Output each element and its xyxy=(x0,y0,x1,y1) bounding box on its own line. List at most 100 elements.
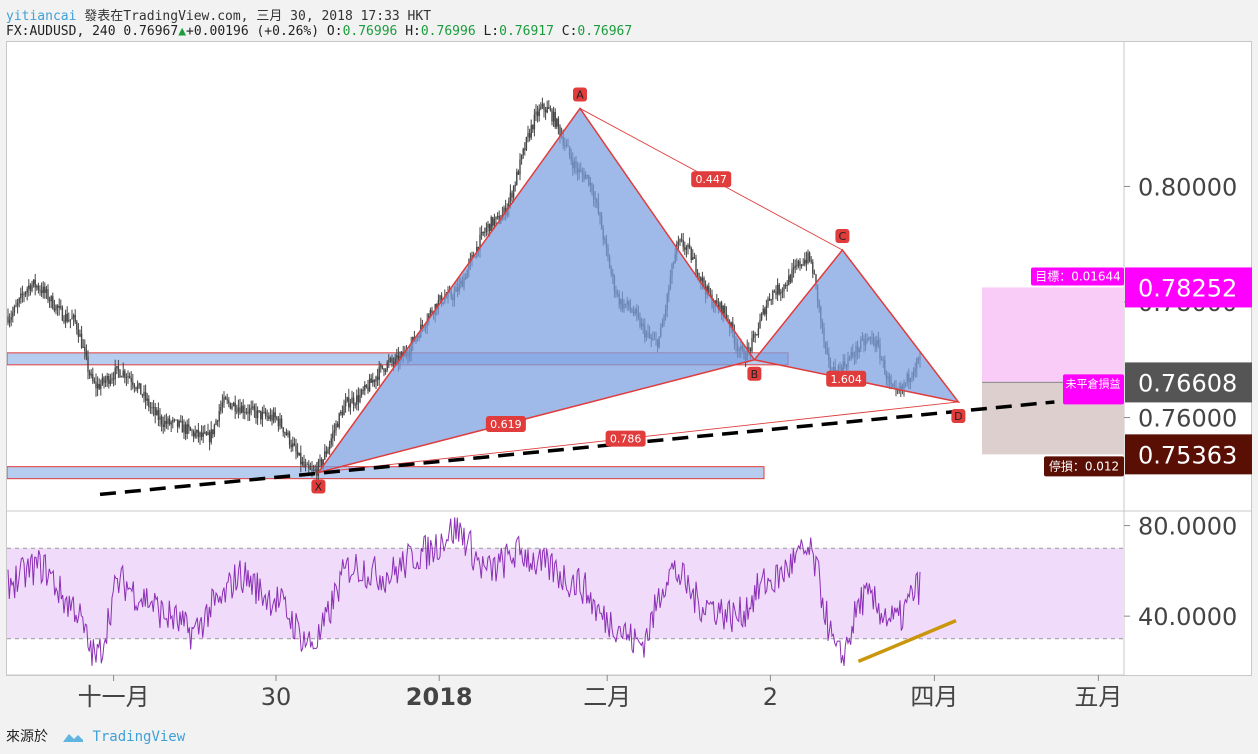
candle-body xyxy=(768,298,771,301)
candle-body xyxy=(132,381,134,385)
candle-body xyxy=(684,247,686,250)
candle-body xyxy=(349,403,352,408)
candle-body xyxy=(346,397,348,402)
candle-body xyxy=(223,397,225,403)
candle-body xyxy=(295,445,297,452)
candle-body xyxy=(69,319,72,321)
time-tick-label: 四月 xyxy=(910,683,958,711)
candle-body xyxy=(149,406,152,408)
symbol-label[interactable]: FX:AUDUSD, 240 xyxy=(6,24,116,39)
rsi-line[interactable] xyxy=(7,517,921,666)
candle-body xyxy=(192,431,195,437)
candle-body xyxy=(95,382,97,389)
candle-body xyxy=(154,407,156,415)
ratio-badge xyxy=(691,171,732,188)
candle-body xyxy=(236,411,238,413)
candle-body xyxy=(296,451,299,456)
candle-body xyxy=(685,247,688,250)
time-tick-label: 30 xyxy=(261,683,292,711)
candle-body xyxy=(221,402,224,407)
candle-body xyxy=(212,429,214,435)
target-price-tag[interactable] xyxy=(1125,267,1252,308)
candle-body xyxy=(175,419,177,421)
price-change: +0.00196 (+0.26%) xyxy=(186,24,320,39)
brand-link[interactable]: TradingView xyxy=(92,729,186,745)
close-label: C: xyxy=(561,24,578,39)
trend-line[interactable] xyxy=(99,400,1055,497)
candle-body xyxy=(700,276,702,282)
candle-body xyxy=(815,274,817,285)
candle-body xyxy=(204,432,206,434)
point-label: C xyxy=(839,230,847,243)
candle-body xyxy=(797,261,800,266)
candle-body xyxy=(130,378,132,382)
entry-price-tag[interactable] xyxy=(1125,362,1252,403)
candle-body xyxy=(770,299,772,301)
target-price-tag-text: 0.78252 xyxy=(1138,274,1237,302)
candle-body xyxy=(559,126,561,137)
candle-body xyxy=(322,459,324,466)
time-tick-label: 2018 xyxy=(406,683,473,711)
candle-body xyxy=(479,234,481,251)
ratio-text: 0.786 xyxy=(610,433,642,446)
candle-body xyxy=(224,397,227,400)
stop-price-tag[interactable] xyxy=(1125,434,1252,475)
rsi-pane[interactable] xyxy=(7,517,1124,666)
candle-body xyxy=(40,290,43,294)
tradingview-logo-icon xyxy=(63,734,84,742)
candle-body xyxy=(208,432,211,443)
candle-body xyxy=(98,383,100,389)
candle-body xyxy=(776,284,779,295)
candle-body xyxy=(808,252,811,261)
candle-body xyxy=(231,406,233,409)
candle-body xyxy=(727,318,729,322)
time-axis[interactable]: 十一月 30 2018 二月 2 四月 五月 xyxy=(78,675,1123,711)
candle-body xyxy=(176,419,179,427)
candle-body xyxy=(696,272,699,277)
candle-body xyxy=(48,300,51,302)
candle-body xyxy=(277,418,280,427)
divergence-line[interactable] xyxy=(857,619,957,664)
candle-body xyxy=(552,111,555,122)
entry-price-tag-text: 0.76608 xyxy=(1138,369,1237,397)
point-label: B xyxy=(751,368,759,381)
candle-body xyxy=(752,334,755,338)
candle-body xyxy=(216,420,219,422)
target-zone[interactable] xyxy=(982,287,1124,383)
candle-body xyxy=(388,360,390,363)
candle-body xyxy=(796,265,798,267)
candle-body xyxy=(77,329,80,337)
candle-body xyxy=(226,399,228,401)
candle-body xyxy=(96,383,99,389)
dashed-trend-line[interactable] xyxy=(99,400,1055,497)
candle-body xyxy=(514,184,516,187)
candle-body xyxy=(234,402,236,412)
candle-body xyxy=(789,275,792,282)
candle-body xyxy=(159,416,161,420)
candle-body xyxy=(287,432,289,435)
candle-body xyxy=(156,410,158,415)
candle-body xyxy=(104,380,107,383)
candle-body xyxy=(47,289,49,301)
candle-body xyxy=(548,107,550,109)
candle-body xyxy=(303,461,305,467)
target-tag-text: 目標：0.01644 xyxy=(1035,269,1121,283)
candle-body xyxy=(772,291,774,300)
candle-body xyxy=(284,432,286,434)
candle-body xyxy=(541,103,544,108)
candle-body xyxy=(725,313,728,319)
xab-triangle[interactable] xyxy=(316,107,756,474)
candle-body xyxy=(53,308,56,311)
candle-body xyxy=(680,239,683,241)
candle-body xyxy=(396,355,398,358)
candle-body xyxy=(508,201,510,209)
open-pnl-text: 未平倉損益 xyxy=(1066,376,1121,390)
candle-body xyxy=(7,316,9,323)
author-link[interactable]: yitiancai xyxy=(6,9,77,24)
harmonic-pattern[interactable] xyxy=(316,107,961,474)
candle-body xyxy=(218,411,220,422)
price-axis[interactable]: 0.800000.780000.760000.782520.766080.753… xyxy=(1124,173,1252,631)
open-value: 0.76996 xyxy=(342,24,398,39)
